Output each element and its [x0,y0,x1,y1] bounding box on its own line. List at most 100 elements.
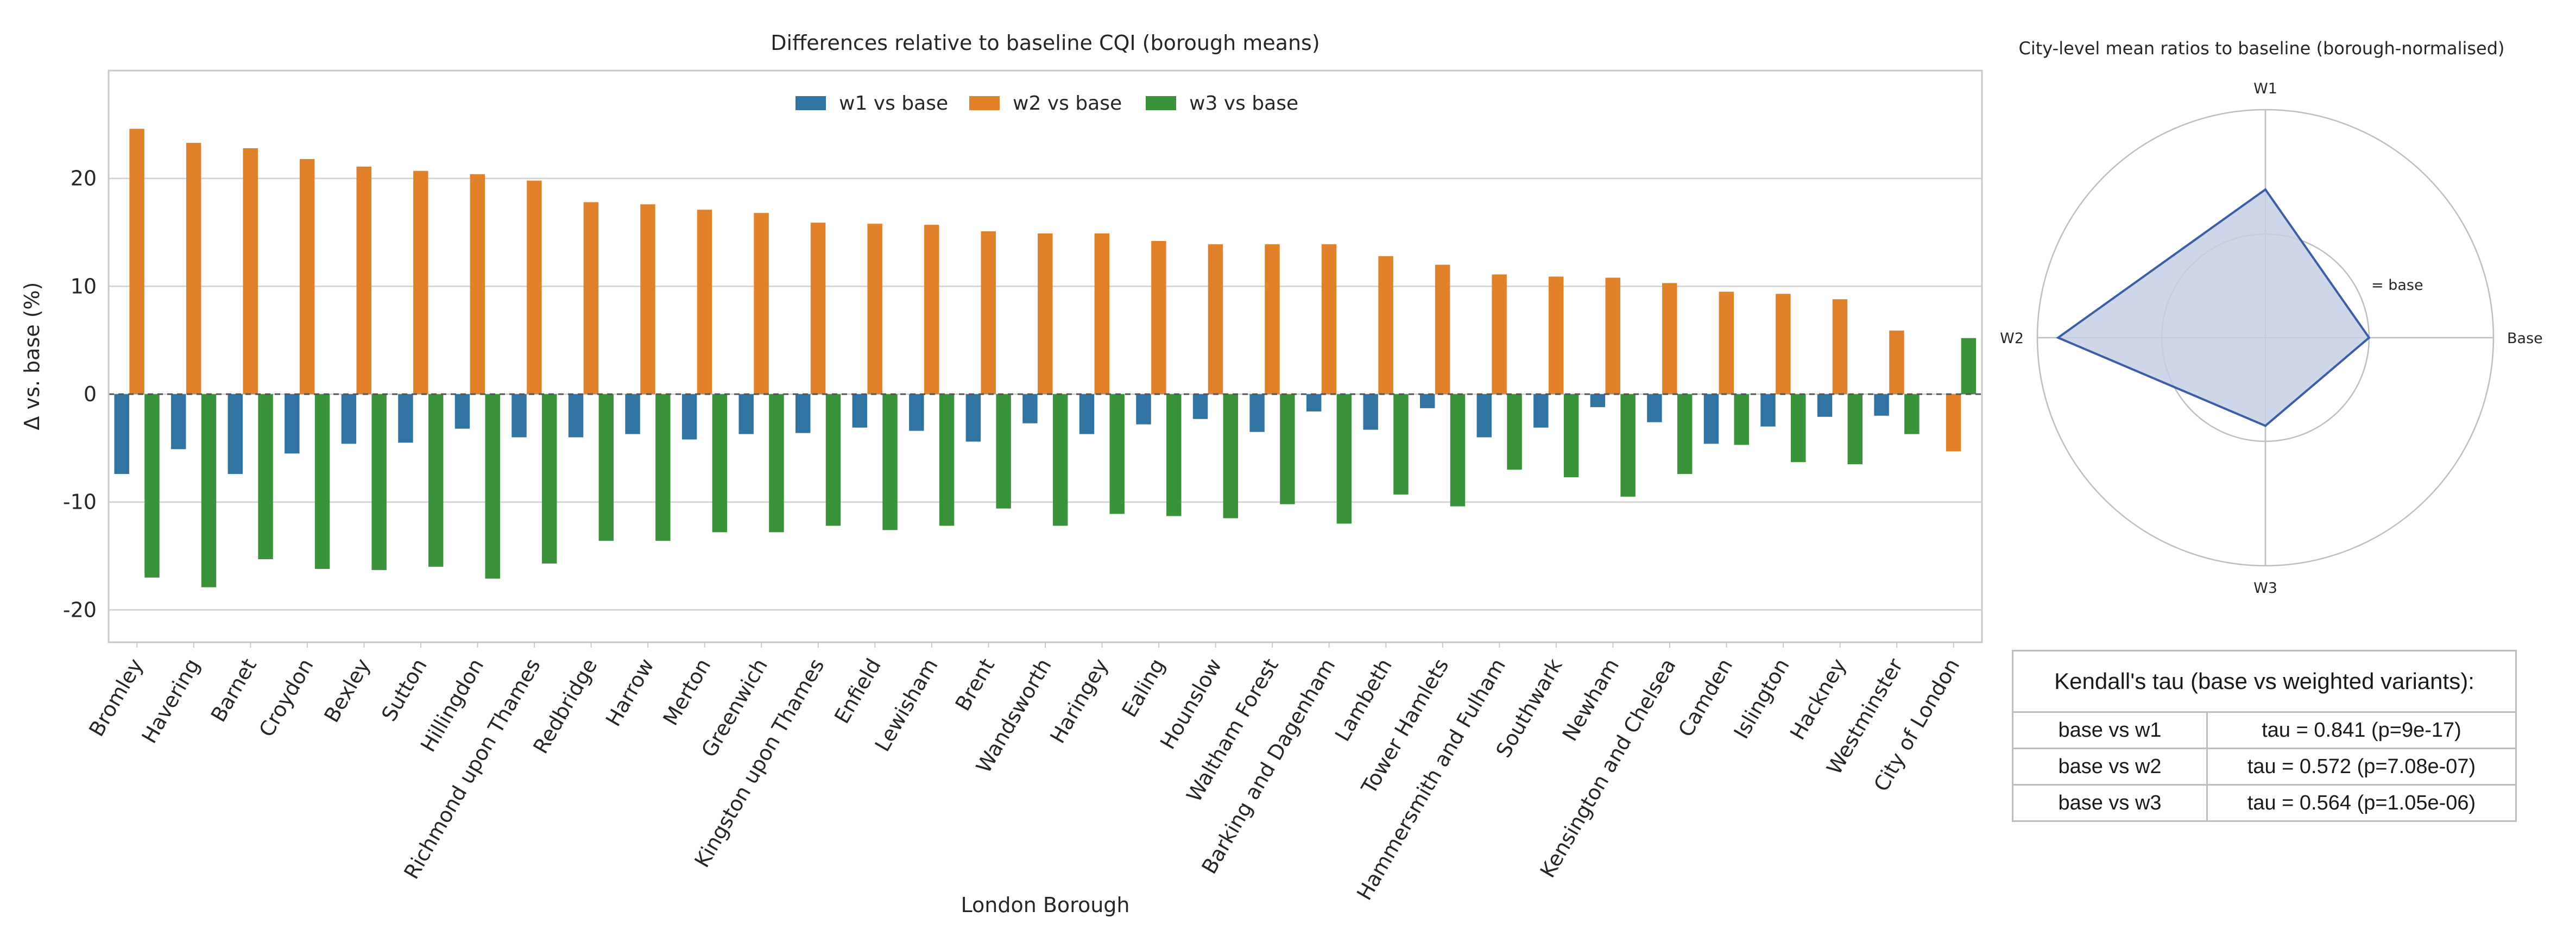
radar-axis-label: Base [2507,330,2543,347]
y-tick-labels: -20 -10 0 10 20 [63,167,97,622]
bar [1889,330,1904,395]
bar [882,394,898,530]
bar [1208,244,1223,395]
bar [1563,394,1579,478]
bar [1533,394,1549,428]
bar [186,143,201,395]
bar [1321,244,1337,395]
bar [1904,394,1920,434]
x-tick-label: Lambeth [1330,655,1397,745]
bar [1605,277,1620,395]
x-tick-label: Ealing [1117,655,1169,722]
bar [1734,394,1749,445]
bar [909,394,924,431]
bar [129,129,144,395]
bar [1647,394,1662,422]
bar [681,394,697,440]
x-tick-label: Bexley [319,655,375,727]
bar [1363,394,1378,430]
bar [1847,394,1863,465]
legend-label: w1 vs base [839,92,948,115]
bar [1265,244,1280,395]
bar [1507,394,1522,470]
radar-axis-label: W2 [2000,330,2024,347]
bar [1662,283,1677,395]
table-title: Kendall's tau (base vs weighted variants… [2012,650,2517,713]
x-tick-label: Havering [137,655,204,748]
bar [1079,394,1095,434]
x-tick-label: Haringey [1045,655,1113,748]
table-header-row: Kendall's tau (base vs weighted variants… [2012,650,2517,713]
table-cell-pair: base vs w3 [2012,784,2208,822]
bar [1435,264,1450,395]
bar [1223,394,1239,518]
bar [965,394,981,442]
bar [996,394,1011,509]
y-tick-label: -10 [63,490,97,514]
bar [852,394,868,428]
bar [258,394,273,560]
legend-label: w3 vs base [1189,92,1298,115]
bar [341,394,357,444]
table-row: base vs w2 tau = 0.572 (p=7.08e-07) [2012,748,2517,786]
bar [924,225,939,395]
bar [512,394,527,438]
bar [1791,394,1806,463]
bar [1378,256,1393,395]
x-tick-label: Harrow [601,655,659,731]
bar [697,210,712,395]
bar [114,394,129,475]
bar [398,394,413,443]
bar [754,213,769,395]
bar [1719,292,1734,395]
bar [1166,394,1182,516]
bar-chart-title: Differences relative to baseline CQI (bo… [771,31,1319,55]
bar [356,166,371,395]
table-row: base vs w1 tau = 0.841 (p=9e-17) [2012,711,2517,749]
bar [1094,233,1110,395]
bar-marks [114,129,1977,587]
y-tick-label: -20 [63,598,97,622]
bar [243,148,258,395]
bar [428,394,444,567]
bar [1832,299,1848,395]
bar [1961,338,1977,395]
x-axis-label: London Borough [961,893,1129,917]
bar [655,394,671,541]
bar [1776,294,1791,395]
bar [1874,394,1889,416]
table-row: base vs w3 tau = 0.564 (p=1.05e-06) [2012,784,2517,822]
x-tick-label: Brent [951,655,1000,715]
x-tick-label: Hackney [1785,655,1851,744]
legend-swatch [795,96,826,110]
bar [1760,394,1776,427]
bar [144,394,160,578]
bar [371,394,387,570]
bar [1450,394,1466,507]
bar [712,394,728,533]
bar [825,394,841,526]
bar [1038,233,1053,395]
bar [299,159,315,395]
bar [1492,274,1507,395]
x-tick-label: Croydon [254,655,318,741]
x-tick-label: Enfield [830,655,886,728]
bar [1476,394,1492,438]
bar [1109,394,1125,514]
bar [981,231,996,395]
bar [795,394,811,433]
bar [1703,394,1719,444]
x-tick-label: Bromley [84,655,148,741]
table-cell-stat: tau = 0.841 (p=9e-17) [2206,711,2517,749]
bar [1280,394,1295,504]
bar [1393,394,1409,495]
bar [1052,394,1068,526]
bar [625,394,640,434]
bar [1677,394,1693,475]
bar [1336,394,1352,524]
bar [738,394,754,434]
legend: w1 vs base w2 vs base w3 vs base [795,92,1298,115]
bar [1590,394,1606,407]
